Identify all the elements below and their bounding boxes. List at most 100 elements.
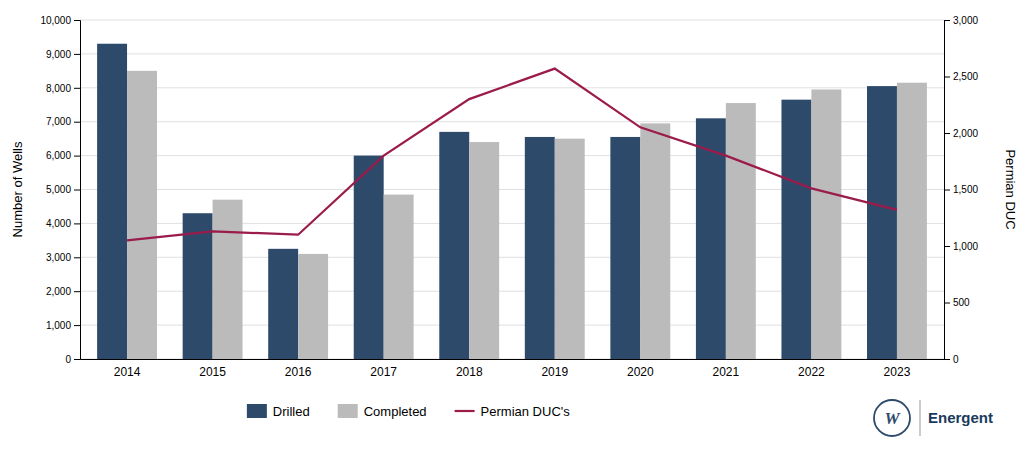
x-tick-label: 2017 bbox=[370, 365, 397, 379]
x-tick: 2023 bbox=[884, 359, 911, 379]
legend-item: Drilled bbox=[247, 404, 310, 419]
bar bbox=[555, 139, 585, 359]
x-tick: 2014 bbox=[114, 359, 141, 379]
x-tick-label: 2020 bbox=[627, 365, 654, 379]
y-tick-label: 8,000 bbox=[46, 83, 71, 94]
bar bbox=[525, 137, 555, 359]
y2-axis-title: Permian DUC bbox=[1003, 149, 1018, 229]
bar bbox=[811, 89, 841, 359]
legend-item: Permian DUC's bbox=[455, 404, 571, 419]
y-tick-label: 6,000 bbox=[46, 150, 71, 161]
y2-tick-mark bbox=[944, 190, 950, 191]
marks bbox=[97, 44, 927, 359]
legend-label: Drilled bbox=[273, 404, 310, 419]
x-tick-label: 2021 bbox=[713, 365, 740, 379]
y-tick-label: 9,000 bbox=[46, 49, 71, 60]
bar bbox=[726, 103, 756, 359]
y-tick-label: 5,000 bbox=[46, 184, 71, 195]
bar bbox=[781, 100, 811, 359]
y-tick: 3,000 bbox=[46, 252, 80, 263]
y-tick-mark bbox=[74, 156, 80, 157]
y-axis-title: Number of Wells bbox=[10, 141, 25, 237]
y2-tick: 500 bbox=[944, 297, 970, 308]
y-tick-mark bbox=[74, 88, 80, 89]
y2-tick-mark bbox=[944, 246, 950, 247]
x-axis: 2014201520162017201820192020202120222023 bbox=[81, 359, 945, 379]
logo-separator bbox=[919, 400, 920, 436]
y-tick-mark bbox=[74, 20, 80, 21]
line bbox=[127, 69, 897, 241]
bar bbox=[268, 249, 298, 359]
bar bbox=[298, 254, 328, 359]
y-tick-label: 2,000 bbox=[46, 286, 71, 297]
legend-item: Completed bbox=[338, 404, 427, 419]
legend-label: Permian DUC's bbox=[481, 404, 571, 419]
y-tick-mark bbox=[74, 325, 80, 326]
grid bbox=[80, 20, 944, 359]
x-tick: 2021 bbox=[713, 359, 740, 379]
y-tick: 6,000 bbox=[46, 150, 80, 161]
y2-axis: 05001,0001,5002,0002,5003,000 bbox=[944, 15, 978, 365]
legend-swatch bbox=[247, 404, 267, 418]
y-tick-mark bbox=[74, 122, 80, 123]
y-tick: 10,000 bbox=[40, 15, 80, 26]
y2-tick: 0 bbox=[944, 354, 959, 365]
y-tick-label: 4,000 bbox=[46, 218, 71, 229]
x-tick: 2020 bbox=[627, 359, 654, 379]
y2-tick: 1,000 bbox=[944, 241, 978, 252]
bar bbox=[213, 200, 243, 359]
y-tick: 9,000 bbox=[46, 49, 80, 60]
bar bbox=[897, 83, 927, 359]
y-tick-mark bbox=[74, 257, 80, 258]
y-tick-mark bbox=[74, 223, 80, 224]
y-tick-mark bbox=[74, 54, 80, 55]
grid-line bbox=[80, 20, 944, 21]
x-tick: 2015 bbox=[199, 359, 226, 379]
x-tick: 2016 bbox=[285, 359, 312, 379]
bar bbox=[610, 137, 640, 359]
grid-line bbox=[80, 87, 944, 88]
x-tick-label: 2014 bbox=[114, 365, 141, 379]
legend-swatch bbox=[455, 410, 475, 412]
logo-circle bbox=[874, 400, 910, 436]
x-tick-label: 2019 bbox=[541, 365, 568, 379]
bar bbox=[127, 71, 157, 359]
y-tick-mark bbox=[74, 190, 80, 191]
y-tick-label: 3,000 bbox=[46, 252, 71, 263]
y2-tick-label: 1,000 bbox=[953, 241, 978, 252]
logo-mark: W bbox=[884, 409, 901, 428]
y-tick: 7,000 bbox=[46, 116, 80, 127]
bar bbox=[384, 195, 414, 359]
x-tick: 2018 bbox=[456, 359, 483, 379]
y2-tick-label: 2,500 bbox=[953, 71, 978, 82]
bar bbox=[640, 123, 670, 359]
y-tick: 5,000 bbox=[46, 184, 80, 195]
logo-text: Energent bbox=[928, 409, 993, 426]
x-tick-label: 2015 bbox=[199, 365, 226, 379]
y-tick-label: 10,000 bbox=[40, 15, 71, 26]
y2-tick-label: 2,000 bbox=[953, 128, 978, 139]
y2-tick-label: 500 bbox=[953, 297, 970, 308]
bar bbox=[867, 86, 897, 359]
x-tick: 2017 bbox=[370, 359, 397, 379]
bar bbox=[439, 132, 469, 359]
y2-tick: 1,500 bbox=[944, 184, 978, 195]
y-tick: 4,000 bbox=[46, 218, 80, 229]
y-tick-label: 7,000 bbox=[46, 116, 71, 127]
y-tick: 1,000 bbox=[46, 320, 80, 331]
y-tick-mark bbox=[74, 359, 80, 360]
y-tick-mark bbox=[74, 291, 80, 292]
y2-tick-label: 1,500 bbox=[953, 184, 978, 195]
y2-axis-line bbox=[945, 21, 951, 360]
y-tick: 8,000 bbox=[46, 83, 80, 94]
y-tick-label: 0 bbox=[65, 354, 71, 365]
y-tick-label: 1,000 bbox=[46, 320, 71, 331]
plot: 2014201520162017201820192020202120222023… bbox=[40, 15, 978, 379]
bar bbox=[97, 44, 127, 359]
y2-tick: 2,000 bbox=[944, 128, 978, 139]
y2-tick-label: 0 bbox=[953, 354, 959, 365]
y2-tick-mark bbox=[944, 133, 950, 134]
y2-tick-mark bbox=[944, 77, 950, 78]
legend-swatch bbox=[338, 404, 358, 418]
logo: W Energent bbox=[874, 400, 993, 436]
